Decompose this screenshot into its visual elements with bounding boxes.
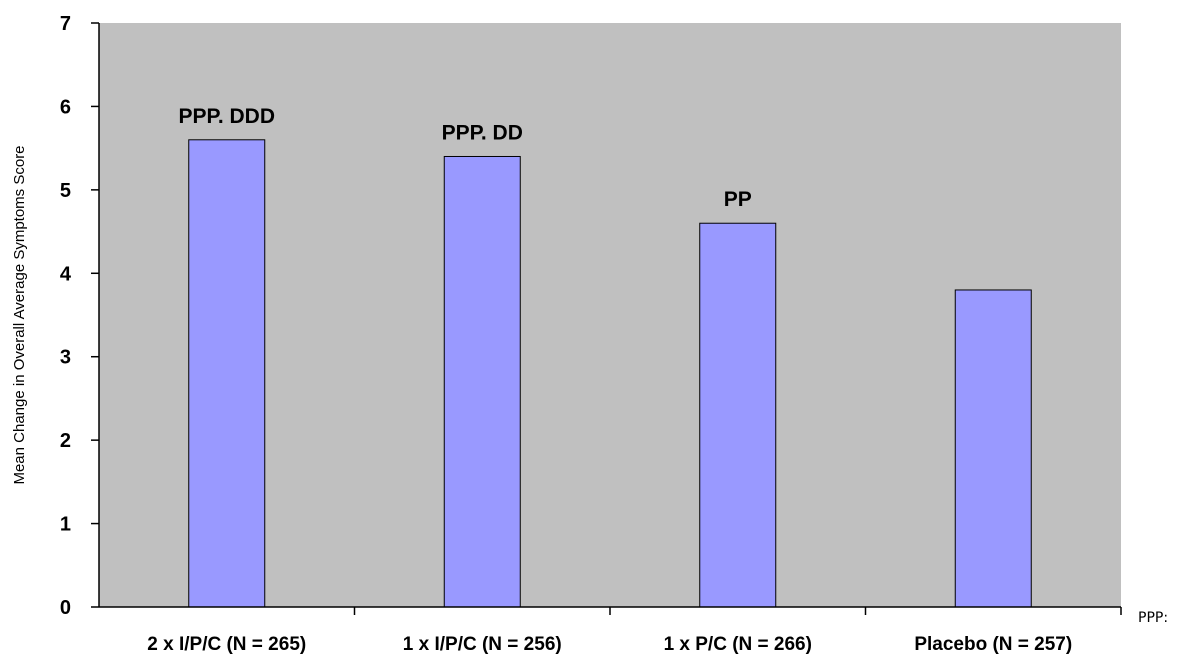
x-tick-label-4: Placebo (N = 257)	[914, 634, 1072, 655]
bar-annotation-2: PPP. DD	[442, 121, 523, 144]
bar-2	[443, 155, 521, 608]
plot-background	[99, 23, 1121, 607]
bars-layer	[188, 139, 1032, 608]
x-tick-label-3: 1 x P/C (N = 266)	[664, 634, 812, 655]
y-tick-label-6: 6	[60, 96, 71, 118]
bar-annotation-3: PP	[724, 188, 752, 211]
x-tick-label-1: 2 x I/P/C (N = 265)	[147, 634, 306, 655]
y-tick-label-7: 7	[60, 13, 71, 35]
bar-4	[954, 289, 1032, 608]
x-tick-label-2: 1 x I/P/C (N = 256)	[403, 634, 562, 655]
axis-layer: 2 x I/P/C (N = 265) 1 x I/P/C (N = 256) 1 …	[60, 13, 1122, 655]
y-tick-label-0: 0	[60, 597, 71, 619]
y-tick-label-4: 4	[60, 263, 72, 285]
annotations-layer: PPP. DDD PPP. DD PP	[179, 105, 752, 211]
y-tick-label-3: 3	[60, 347, 71, 369]
y-tick-label-1: 1	[60, 514, 71, 536]
y-tick-label-2: 2	[60, 430, 71, 452]
y-tick-label-5: 5	[60, 180, 71, 202]
bar-1	[188, 139, 266, 608]
side-note: PPP:	[1138, 610, 1169, 626]
y-axis-label: Mean Change in Overall Average Symptoms …	[11, 145, 28, 484]
bar-annotation-1: PPP. DDD	[179, 105, 275, 128]
bar-3	[699, 222, 777, 608]
